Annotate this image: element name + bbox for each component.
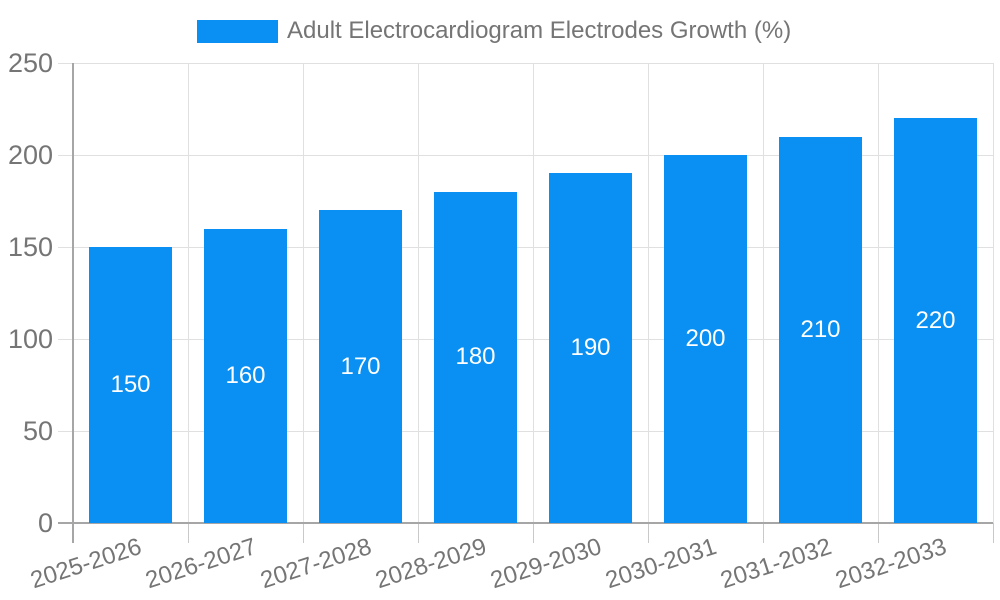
y-axis-line [72, 63, 74, 543]
x-axis-line [58, 522, 993, 524]
bar-value-label: 170 [340, 352, 381, 380]
x-gridline [532, 63, 534, 523]
y-axis-label: 50 [22, 416, 53, 446]
x-tick [992, 523, 994, 543]
bar: 210 [779, 136, 862, 523]
bar: 200 [664, 155, 747, 523]
x-gridline [187, 63, 189, 523]
bar: 190 [549, 173, 632, 523]
x-tick [187, 523, 189, 543]
bar-value-label: 220 [915, 306, 956, 334]
y-gridline [58, 246, 993, 248]
y-gridline [58, 62, 993, 64]
y-axis-label: 200 [7, 140, 53, 170]
x-axis-label: 2025-2026 [27, 533, 145, 595]
y-axis-label: 150 [7, 232, 53, 262]
x-axis-label: 2029-2030 [487, 533, 605, 595]
x-axis-label: 2028-2029 [372, 533, 490, 595]
x-tick [417, 523, 419, 543]
bar-value-label: 200 [685, 325, 726, 352]
x-gridline [417, 63, 419, 523]
y-axis-label: 250 [7, 48, 53, 78]
x-axis-label: 2032-2033 [832, 533, 950, 595]
x-tick [877, 523, 879, 543]
bar-value-label: 160 [225, 361, 266, 389]
bar-value-label: 150 [110, 371, 151, 398]
x-axis-label: 2027-2028 [257, 533, 375, 595]
x-axis-label: 2031-2032 [717, 533, 835, 595]
x-axis-label: 2026-2027 [142, 533, 260, 595]
bar: 220 [894, 118, 977, 523]
x-gridline [647, 63, 649, 523]
bar: 180 [434, 191, 517, 523]
bar: 150 [89, 247, 172, 523]
legend[interactable]: Adult Electrocardiogram Electrodes Growt… [197, 17, 791, 45]
y-axis-label: 100 [7, 324, 53, 354]
bar-value-label: 190 [570, 334, 611, 362]
x-gridline [302, 63, 304, 523]
y-gridline [58, 430, 993, 432]
x-tick [647, 523, 649, 543]
y-gridline [58, 154, 993, 156]
x-tick [762, 523, 764, 543]
x-tick [532, 523, 534, 543]
x-gridline [877, 63, 879, 523]
y-gridline [58, 338, 993, 340]
bar-value-label: 180 [455, 343, 496, 371]
x-gridline [992, 63, 994, 523]
bar: 160 [204, 228, 287, 523]
legend-swatch [197, 19, 278, 43]
x-axis-label: 2030-2031 [602, 533, 720, 595]
x-tick [302, 523, 304, 543]
bar-value-label: 210 [800, 315, 841, 343]
y-axis-label: 0 [37, 508, 53, 538]
bar: 170 [319, 210, 402, 523]
x-gridline [762, 63, 764, 523]
legend-label: Adult Electrocardiogram Electrodes Growt… [287, 17, 792, 44]
